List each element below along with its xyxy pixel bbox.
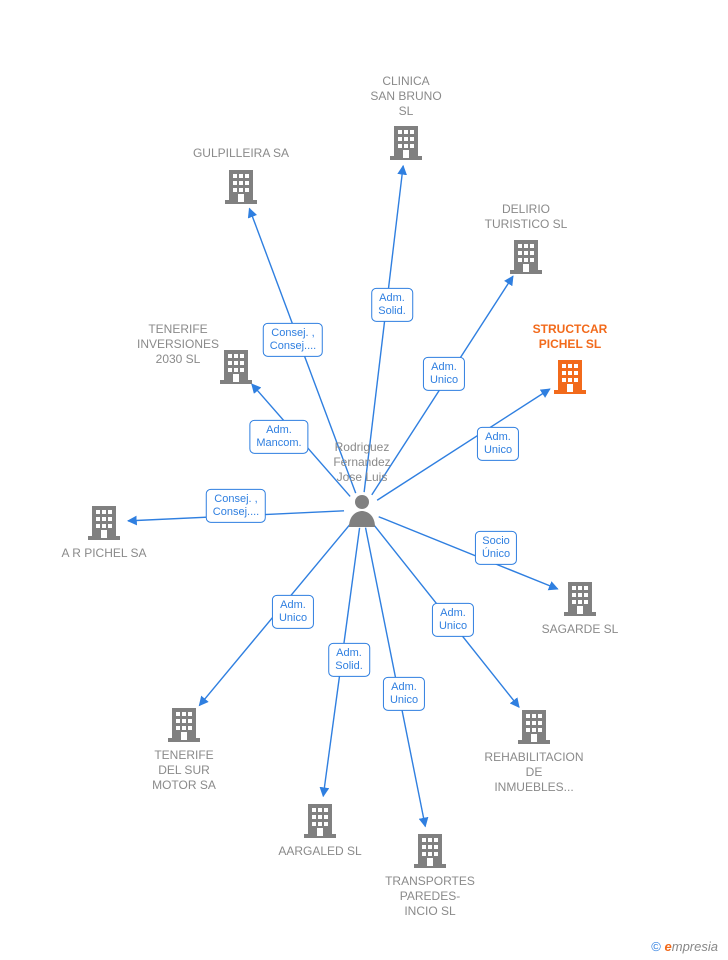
copyright-symbol: © [651,939,661,954]
edge-gulpilleira [249,208,355,493]
edge-delirio [372,276,513,495]
footer-copyright: © empresia [651,939,718,954]
center-person-icon [347,493,377,527]
edge-rehab [373,524,519,707]
brand-rest: mpresia [672,939,718,954]
company-node-sagarde[interactable] [564,580,596,616]
edge-sagarde [379,517,558,589]
edge-aargaled [323,528,359,796]
company-node-clinica[interactable] [390,124,422,160]
brand-e: e [665,939,672,954]
company-node-delirio[interactable] [510,238,542,274]
edge-arpichel [128,511,344,521]
company-node-tenerife2030[interactable] [220,348,252,384]
edge-transportes [366,528,426,827]
company-node-transportes[interactable] [414,832,446,868]
company-node-gulpilleira[interactable] [225,168,257,204]
company-node-rehab[interactable] [518,708,550,744]
edge-clinica [364,166,403,492]
company-node-arpichel[interactable] [88,504,120,540]
company-node-aargaled[interactable] [304,802,336,838]
edge-structcar [377,389,550,500]
company-node-structcar[interactable] [554,358,586,394]
edges-layer [0,0,728,960]
company-node-tenerifesur[interactable] [168,706,200,742]
edge-tenerifesur [199,524,350,706]
